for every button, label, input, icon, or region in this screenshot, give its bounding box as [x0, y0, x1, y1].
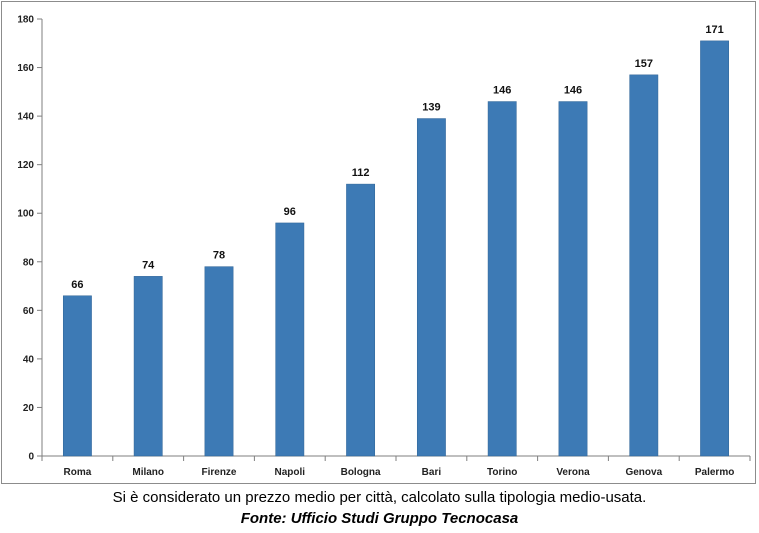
bar-verona — [558, 101, 588, 457]
y-tick-label: 140 — [17, 112, 34, 123]
data-label-roma: 66 — [71, 279, 83, 291]
data-label-bologna: 112 — [352, 167, 370, 179]
y-tick-label: 60 — [23, 306, 35, 317]
x-tick-label-genova: Genova — [625, 467, 662, 478]
x-tick-label-napoli: Napoli — [275, 467, 306, 478]
y-tick-label: 80 — [23, 257, 35, 268]
y-tick-label: 20 — [23, 403, 35, 414]
bar-firenze — [204, 266, 234, 457]
y-tick-label: 160 — [17, 63, 34, 74]
data-label-firenze: 78 — [213, 250, 225, 262]
x-tick-label-bari: Bari — [422, 467, 442, 478]
x-tick-label-milano: Milano — [132, 467, 164, 478]
bar-genova — [629, 74, 659, 457]
bar-torino — [487, 101, 517, 457]
y-tick-label: 180 — [17, 15, 34, 26]
x-tick-label-roma: Roma — [64, 467, 92, 478]
bar-chart: 0 20 40 60 80 100 120 140 160 180 Roma Milano Firen… — [17, 15, 751, 478]
data-labels: 66 74 78 96 112 139 146 146 157 171 — [71, 24, 724, 291]
bar-napoli — [275, 222, 305, 457]
bar-roma — [62, 295, 92, 457]
y-tick-label: 120 — [17, 160, 34, 171]
y-tick-label: 100 — [17, 209, 34, 220]
y-tick-label: 0 — [28, 452, 34, 463]
data-label-palermo: 171 — [705, 24, 723, 36]
x-axis: Roma Milano Firenze Napoli Bologna Bari Torino… — [41, 455, 751, 478]
chart-frame: 0 20 40 60 80 100 120 140 160 180 Roma Milano Firen… — [1, 1, 756, 484]
bars — [62, 40, 730, 457]
bar-bologna — [346, 183, 376, 457]
y-tick-label: 40 — [23, 354, 35, 365]
bar-palermo — [700, 40, 730, 457]
x-tick-label-palermo: Palermo — [695, 467, 734, 478]
x-tick-label-torino: Torino — [487, 467, 517, 478]
x-tick-label-bologna: Bologna — [341, 467, 381, 478]
y-axis: 0 20 40 60 80 100 120 140 160 180 — [17, 15, 43, 463]
bar-bari — [416, 118, 446, 457]
data-label-milano: 74 — [142, 259, 155, 271]
data-label-bari: 139 — [422, 102, 440, 114]
x-tick-label-firenze: Firenze — [201, 467, 236, 478]
bar-milano — [133, 276, 163, 457]
x-tick-label-verona: Verona — [556, 467, 590, 478]
data-label-torino: 146 — [493, 85, 511, 97]
data-label-genova: 157 — [635, 58, 653, 70]
chart-caption: Si è considerato un prezzo medio per cit… — [112, 489, 647, 506]
data-label-napoli: 96 — [284, 206, 296, 218]
data-label-verona: 146 — [564, 85, 582, 97]
chart-source: Fonte: Ufficio Studi Gruppo Tecnocasa — [240, 510, 519, 527]
